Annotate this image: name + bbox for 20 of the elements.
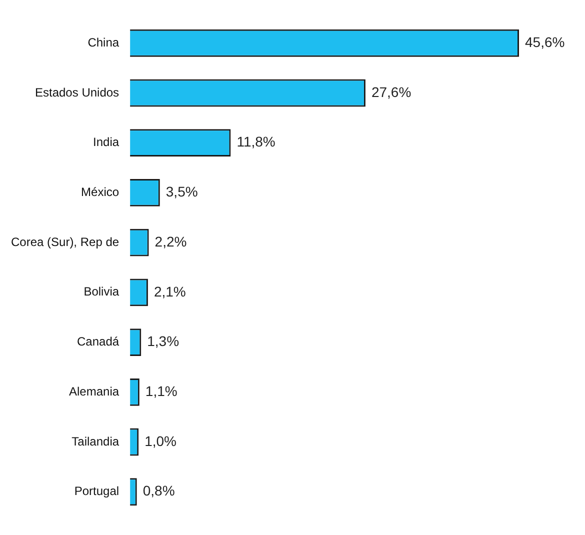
y-tick-label: Estados Unidos — [35, 85, 120, 100]
y-tick-label: China — [88, 35, 120, 50]
data-label: 0,8% — [142, 482, 175, 499]
y-tick-label: Portugal — [74, 484, 120, 498]
data-label: 45,6% — [525, 34, 565, 50]
data-label: 11,8% — [236, 134, 276, 150]
data-label: 1,3% — [147, 333, 180, 350]
y-tick-label: México — [81, 185, 120, 200]
y-tick-label: Bolivia — [84, 284, 120, 299]
y-tick-label: India — [93, 135, 120, 150]
data-label: 2,2% — [154, 233, 187, 250]
data-label: 2,1% — [154, 283, 186, 300]
data-label: 27,6% — [371, 84, 412, 100]
y-tick-label: Alemania — [69, 384, 120, 398]
data-label: 3,5% — [166, 184, 198, 200]
y-tick-label: Canadá — [77, 334, 120, 349]
y-tick-label: Tailandia — [72, 434, 120, 448]
data-label: 1,1% — [145, 383, 178, 400]
data-label: 1,0% — [144, 432, 176, 449]
y-tick-label: Corea (Sur), Rep de — [11, 234, 120, 249]
